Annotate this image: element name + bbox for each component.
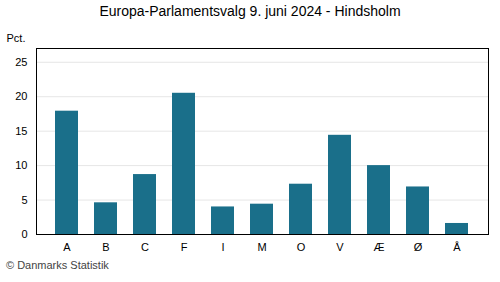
svg-text:10: 10 (15, 159, 27, 171)
html-text:© Danmarks Statistik: © Danmarks Statistik (6, 259, 109, 271)
svg-text:F: F (181, 241, 188, 253)
svg-text:25: 25 (15, 56, 27, 68)
svg-text:0: 0 (21, 228, 27, 240)
svg-text:V: V (336, 241, 344, 253)
svg-text:5: 5 (21, 194, 27, 206)
svg-text:15: 15 (15, 125, 27, 137)
svg-text:20: 20 (15, 90, 27, 102)
svg-text:I: I (221, 241, 224, 253)
svg-text:C: C (141, 241, 149, 253)
svg-text:O: O (297, 241, 306, 253)
svg-text:Æ: Æ (374, 241, 385, 253)
svg-text:Pct.: Pct. (7, 32, 26, 44)
html-text:Europa-Parlamentsvalg 9. juni: Europa-Parlamentsvalg 9. juni 2024 - Hin… (99, 3, 401, 19)
svg-text:B: B (102, 241, 109, 253)
svg-text:Å: Å (453, 241, 461, 253)
svg-text:A: A (63, 241, 71, 253)
svg-text:Ø: Ø (414, 241, 423, 253)
svg-text:M: M (257, 241, 266, 253)
